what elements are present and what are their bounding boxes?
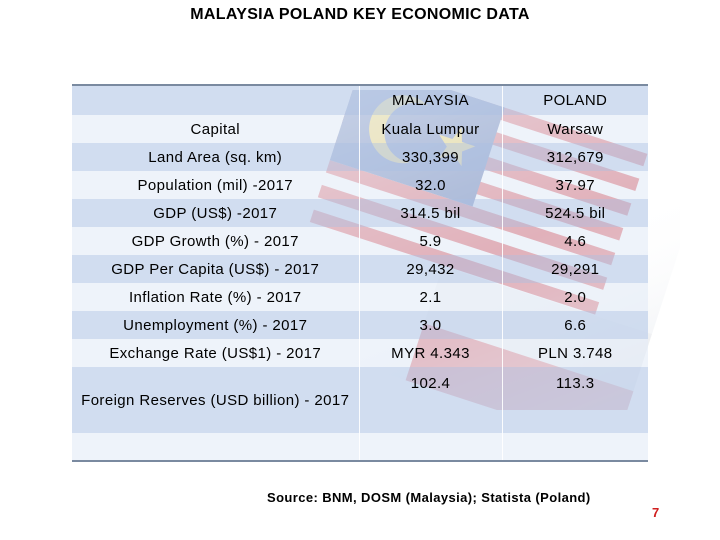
header-cell-malaysia: MALAYSIA — [358, 84, 502, 115]
table-row: Capital Kuala Lumpur Warsaw — [72, 115, 648, 143]
malaysia-value: 330,399 — [358, 143, 502, 171]
table-row: Population (mil) -2017 32.0 37.97 — [72, 171, 648, 199]
malaysia-value: 29,432 — [358, 255, 502, 283]
economic-data-table-container: MALAYSIA POLAND Capital Kuala Lumpur War… — [72, 84, 648, 462]
table-row: Exchange Rate (US$1) - 2017 MYR 4.343 PL… — [72, 339, 648, 367]
malaysia-value: 102.4 — [358, 367, 502, 433]
table-row: GDP Growth (%) - 2017 5.9 4.6 — [72, 227, 648, 255]
row-label: Unemployment (%) - 2017 — [72, 311, 359, 339]
row-label: GDP (US$) -2017 — [72, 199, 359, 227]
poland-value: 6.6 — [501, 311, 648, 339]
table-row: GDP (US$) -2017 314.5 bil 524.5 bil — [72, 199, 648, 227]
table-row: Inflation Rate (%) - 2017 2.1 2.0 — [72, 283, 648, 311]
malaysia-value: Kuala Lumpur — [358, 115, 502, 143]
table-row: Foreign Reserves (USD billion) - 2017 10… — [72, 367, 648, 433]
header-cell-poland: POLAND — [501, 84, 648, 115]
malaysia-value: MYR 4.343 — [358, 339, 502, 367]
row-label: Inflation Rate (%) - 2017 — [72, 283, 359, 311]
malaysia-value: 32.0 — [358, 171, 502, 199]
header-cell-label — [72, 84, 359, 115]
poland-value: Warsaw — [501, 115, 648, 143]
malaysia-value: 2.1 — [358, 283, 502, 311]
poland-value: PLN 3.748 — [501, 339, 648, 367]
table-header-row: MALAYSIA POLAND — [72, 84, 648, 115]
table-row: Unemployment (%) - 2017 3.0 6.6 — [72, 311, 648, 339]
row-label: Capital — [72, 115, 359, 143]
malaysia-value — [358, 433, 502, 462]
poland-value: 113.3 — [501, 367, 648, 433]
row-label: Exchange Rate (US$1) - 2017 — [72, 339, 359, 367]
slide-title: MALAYSIA POLAND KEY ECONOMIC DATA — [190, 6, 530, 23]
poland-value: 2.0 — [501, 283, 648, 311]
malaysia-value: 314.5 bil — [358, 199, 502, 227]
row-label: GDP Per Capita (US$) - 2017 — [72, 255, 359, 283]
malaysia-value: 3.0 — [358, 311, 502, 339]
table-row-empty — [72, 433, 648, 462]
poland-value: 312,679 — [501, 143, 648, 171]
poland-value — [501, 433, 648, 462]
poland-value: 37.97 — [501, 171, 648, 199]
row-label: Foreign Reserves (USD billion) - 2017 — [72, 367, 359, 433]
row-label: Population (mil) -2017 — [72, 171, 359, 199]
row-label: Land Area (sq. km) — [72, 143, 359, 171]
table-row: Land Area (sq. km) 330,399 312,679 — [72, 143, 648, 171]
row-label — [72, 433, 359, 462]
poland-value: 524.5 bil — [501, 199, 648, 227]
source-note: Source: BNM, DOSM (Malaysia); Statista (… — [267, 490, 591, 505]
economic-data-table: MALAYSIA POLAND Capital Kuala Lumpur War… — [72, 84, 648, 462]
row-label: GDP Growth (%) - 2017 — [72, 227, 359, 255]
poland-value: 29,291 — [501, 255, 648, 283]
table-row: GDP Per Capita (US$) - 2017 29,432 29,29… — [72, 255, 648, 283]
malaysia-value: 5.9 — [358, 227, 502, 255]
poland-value: 4.6 — [501, 227, 648, 255]
page-number: 7 — [652, 505, 660, 520]
